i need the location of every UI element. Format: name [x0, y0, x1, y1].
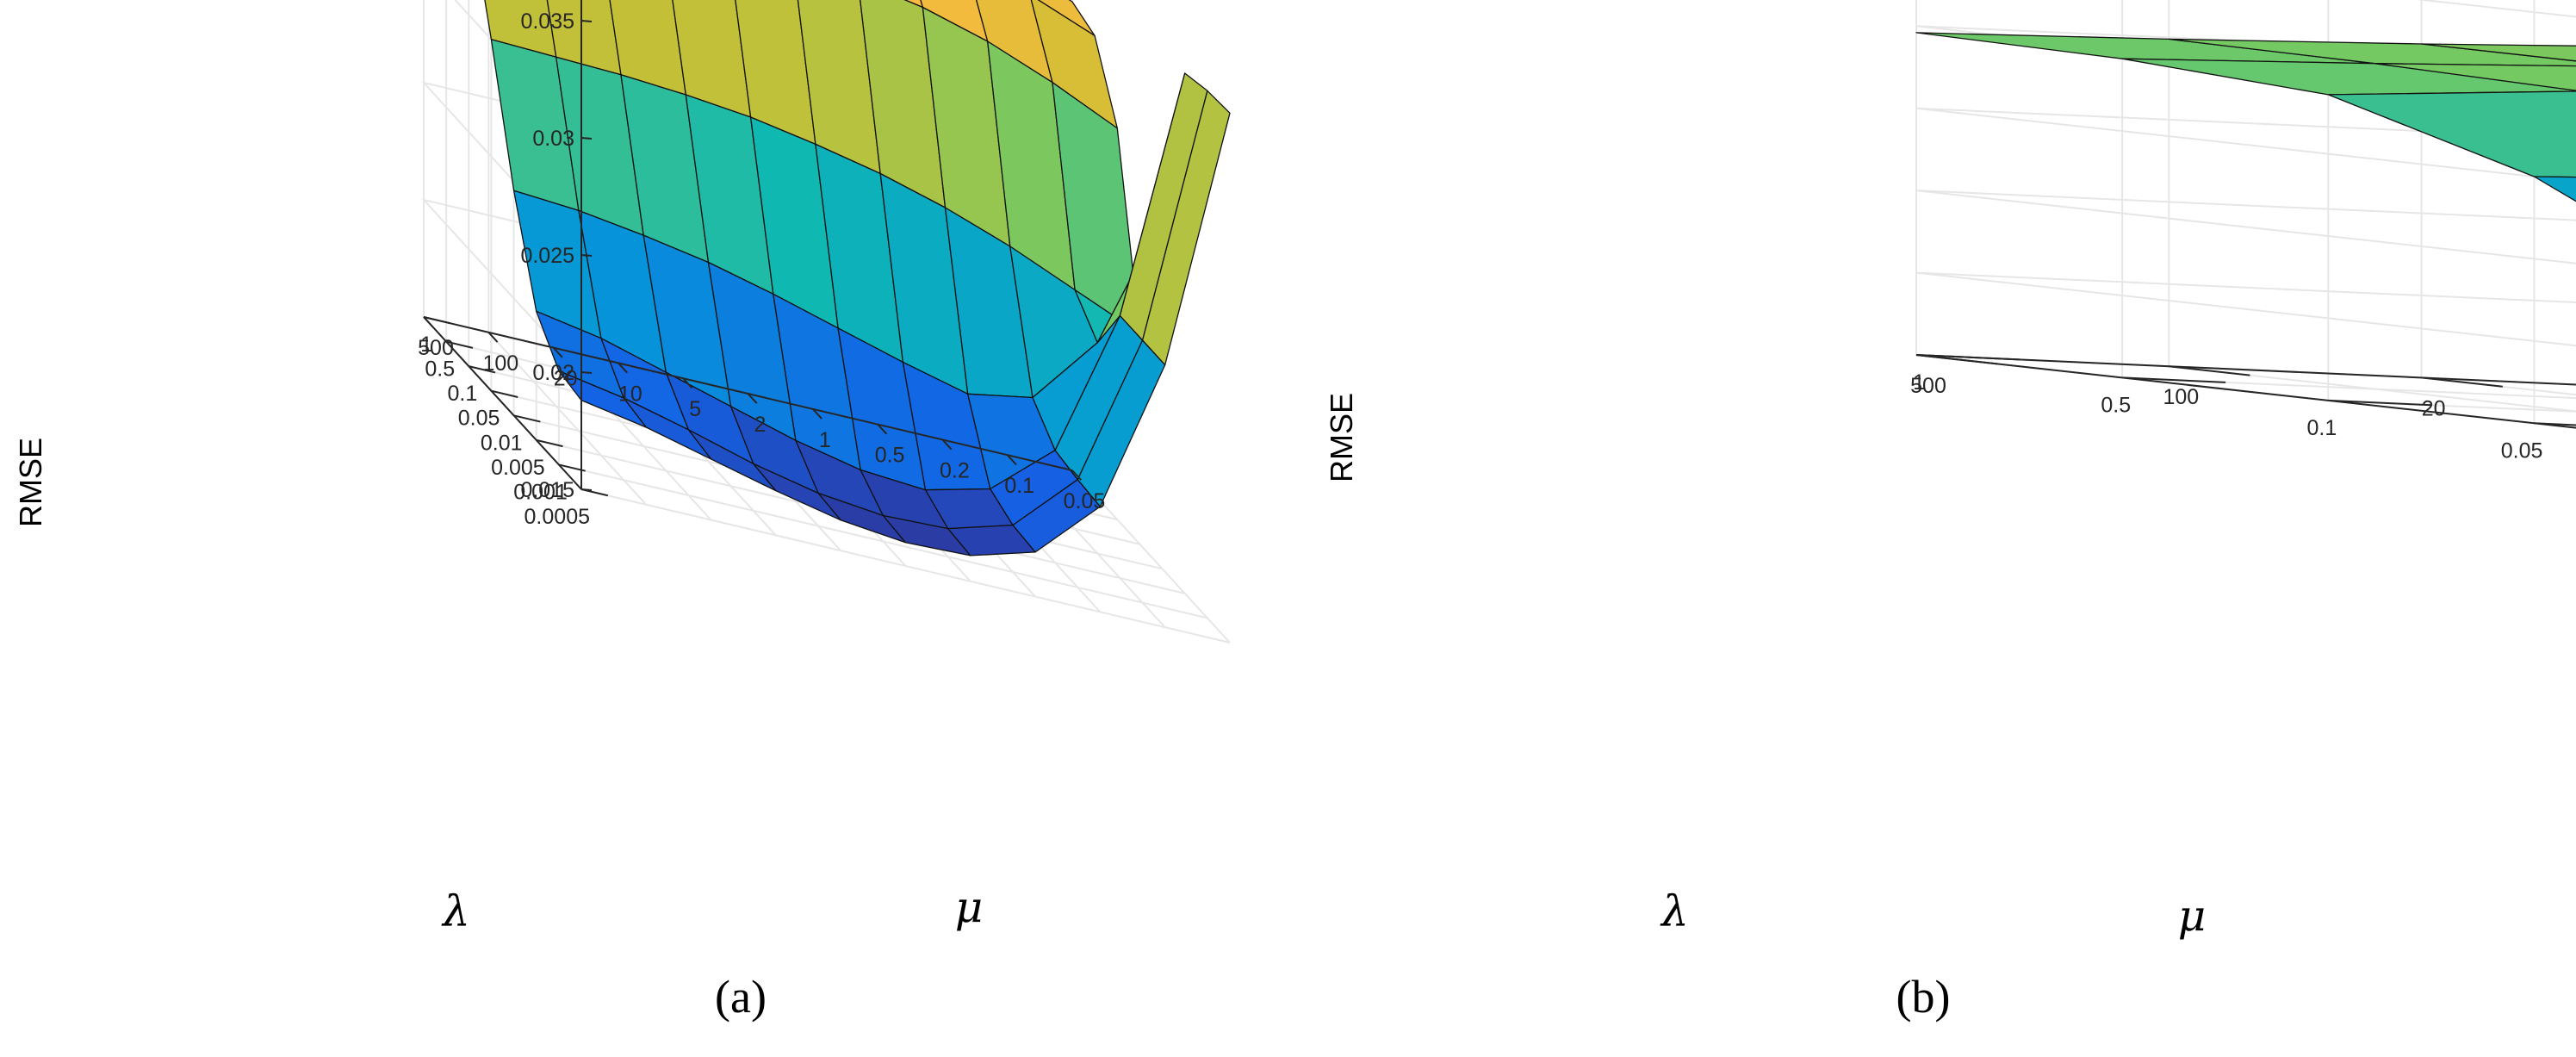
x-tick-label: 0.001 [513, 480, 568, 504]
y-tick-label: 500 [418, 336, 454, 360]
x-tick-mark [2328, 399, 2432, 407]
y-tick-mark [2421, 376, 2503, 388]
panel-caption: (b) [1896, 971, 1951, 1023]
x-tick-label: 0.5 [2101, 393, 2131, 417]
surface-patch [2533, 176, 2576, 202]
z-axis-label: RMSE [1324, 393, 1359, 482]
x-tick-label: 1 [1913, 370, 1925, 395]
x-tick-label: 1 [420, 333, 432, 357]
y-tick-mark [618, 362, 628, 374]
y-tick-mark [877, 423, 888, 435]
y-tick-mark [2169, 365, 2250, 376]
z-tick-label: 0.015 [520, 478, 574, 502]
x-tick-mark [445, 340, 474, 349]
y-tick-mark [812, 408, 822, 420]
y-tick-label: 0.05 [1064, 489, 1106, 513]
z-axis-label: RMSE [13, 438, 48, 527]
x-tick-label: 0.5 [425, 358, 455, 382]
x-tick-mark [491, 389, 518, 398]
x-tick-mark [580, 488, 609, 497]
x-tick-mark [536, 438, 563, 448]
y-tick-label: 100 [482, 351, 518, 376]
y-tick-mark [423, 316, 434, 327]
y-tick-label: 100 [2163, 385, 2199, 409]
z-gridline [1915, 190, 2576, 264]
z-tick-mark [580, 137, 593, 140]
x-tick-label: 0.0005 [525, 505, 590, 529]
x-axis-line [423, 316, 582, 490]
x-tick-mark [2534, 422, 2576, 426]
x-tick-mark [2122, 376, 2226, 383]
y-tick-label: 1 [819, 428, 831, 452]
chart-panel-b: 0.0150.020.0250.030.0350.040.0450.0510.5… [1324, 0, 2576, 1023]
axes: 0.0150.020.0250.030.0350.040.0450.0510.5… [1910, 354, 2576, 463]
y-axis-line [1915, 354, 2576, 386]
z-gridline [1915, 354, 2576, 429]
y-tick-label: 500 [1910, 374, 1946, 398]
y-tick-mark [487, 332, 499, 343]
z-tick-mark [580, 371, 593, 374]
z-tick-mark [580, 20, 593, 22]
x-tick-mark [1915, 354, 2020, 361]
y-tick-label: 0.2 [940, 458, 970, 482]
x-tick-label: 0.01 [481, 431, 523, 455]
x-tick-label: 0.05 [458, 407, 500, 431]
y-tick-label: 0.5 [875, 444, 905, 468]
z-tick-label: 0.02 [532, 361, 574, 385]
surface-patch [2420, 43, 2576, 62]
x-axis-label: λ [441, 886, 470, 936]
x-tick-label: 0.005 [491, 456, 545, 480]
y-axis-label: μ [955, 882, 984, 932]
y-tick-mark [1071, 469, 1083, 481]
surface-patch [2168, 38, 2576, 67]
y-tick-label: 5 [689, 397, 701, 421]
z-gridline [1916, 0, 2576, 21]
y-tick-mark [1006, 454, 1017, 466]
y-tick-mark [941, 438, 953, 451]
chart-panel-a: 0.0150.020.0250.030.0350.0410.50.10.050.… [13, 0, 1231, 1023]
x-axis-line [1915, 354, 2576, 429]
y-tick-mark [552, 346, 563, 358]
x-tick-mark [513, 414, 541, 423]
y-tick-mark [1915, 354, 1998, 365]
x-tick-label: 0.1 [448, 382, 478, 406]
x-tick-mark [469, 365, 496, 374]
x-tick-mark [423, 316, 451, 325]
x-tick-label: 0.05 [2501, 438, 2543, 463]
z-tick-mark [580, 254, 593, 257]
z-gridline [1915, 271, 2576, 347]
surface-patch [2374, 63, 2576, 91]
z-tick-label: 0.025 [520, 244, 574, 268]
y-tick-label: 20 [2422, 396, 2446, 420]
surface [1915, 32, 2576, 202]
y-tick-label: 2 [754, 413, 767, 437]
surface-patch [2327, 90, 2576, 178]
z-tick-label: 0.035 [520, 9, 574, 34]
y-tick-mark [682, 377, 693, 389]
y-tick-mark [747, 393, 758, 404]
surface [484, 0, 1231, 556]
x-axis-label: λ [1660, 886, 1689, 936]
y-axis-label: μ [2178, 891, 2207, 941]
surface-patch [1141, 90, 1231, 366]
z-tick-label: 0.03 [532, 127, 574, 151]
panel-caption: (a) [715, 971, 767, 1023]
x-tick-mark [558, 463, 586, 472]
y-tick-label: 10 [618, 382, 642, 406]
x-tick-label: 0.1 [2307, 416, 2337, 440]
y-tick-label: 0.1 [1004, 474, 1034, 498]
surface-patch [2121, 58, 2576, 96]
axes: 0.0150.020.0250.030.0350.0410.50.10.050.… [418, 0, 1105, 529]
y-tick-label: 20 [554, 367, 578, 391]
